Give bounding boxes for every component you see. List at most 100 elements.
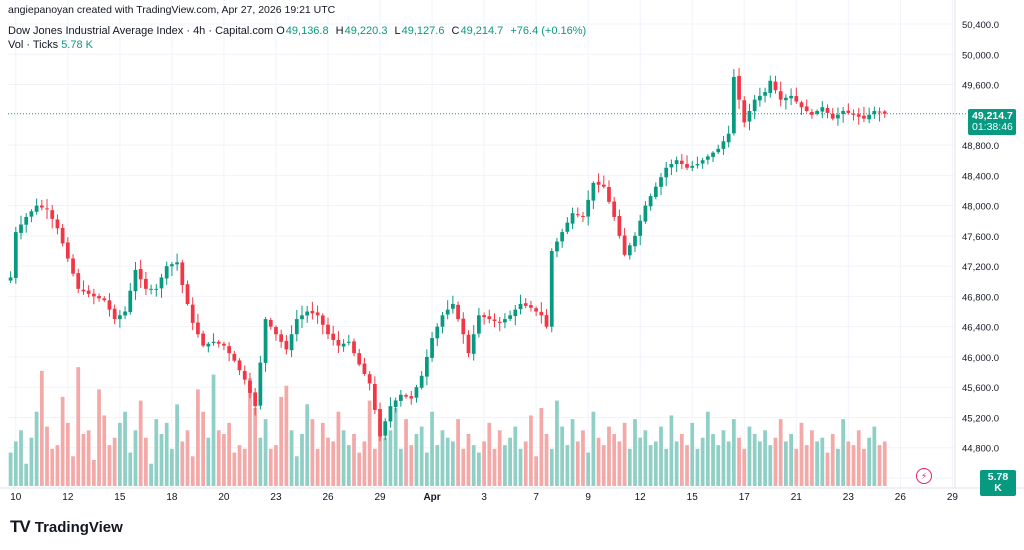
candle-body	[830, 113, 835, 119]
volume-bar	[253, 408, 258, 486]
flash-icon[interactable]: ⚡	[916, 468, 932, 484]
time-tick: 12	[62, 492, 74, 503]
candle-body	[784, 97, 788, 101]
candle-body	[190, 304, 195, 323]
volume-bar	[591, 411, 596, 486]
volume-bar	[674, 441, 679, 486]
candle-body	[372, 383, 377, 410]
last-price-value: 49,214.7	[972, 110, 1013, 122]
candle-body	[596, 181, 601, 185]
tradingview-logo[interactable]: TV TradingView	[10, 517, 123, 537]
bar-countdown: 01:38:46	[972, 121, 1013, 133]
volume-bar	[180, 441, 185, 486]
time-tick: 21	[791, 492, 803, 503]
volume-bar	[367, 400, 372, 486]
candle-body	[851, 113, 856, 115]
candle-body	[232, 353, 237, 361]
volume-bar	[627, 448, 632, 486]
candle-body	[248, 380, 252, 393]
volume-legend: Vol · Ticks 5.78 K	[8, 39, 93, 51]
candle-body	[424, 356, 429, 377]
candle-body	[216, 341, 221, 344]
candle-body	[258, 362, 263, 406]
candle-body	[398, 394, 403, 401]
volume-bar	[633, 419, 637, 486]
volume-bar	[482, 441, 486, 486]
candle-body	[227, 346, 232, 354]
price-tick: 46,000.0	[962, 353, 999, 364]
candle-body	[773, 81, 778, 91]
volume-bar	[607, 426, 611, 486]
time-tick: 17	[739, 492, 751, 503]
volume-bar	[71, 456, 75, 486]
candle-body	[294, 319, 299, 335]
candle-body	[326, 324, 330, 335]
volume-bar	[305, 404, 310, 486]
candle-body	[716, 148, 721, 153]
volume-bar	[164, 422, 169, 486]
volume-bar	[138, 400, 143, 486]
candle-body	[685, 164, 689, 168]
candle-body	[315, 312, 320, 316]
candle-body	[39, 205, 44, 208]
volume-bar	[586, 452, 591, 486]
volume-bar	[747, 426, 752, 486]
time-tick: 18	[166, 492, 178, 503]
time-tick: 20	[218, 492, 230, 503]
candle-body	[409, 396, 414, 399]
candle-body	[45, 208, 49, 210]
volume-bar	[29, 437, 34, 486]
volume-value: 5.78 K	[61, 39, 93, 51]
symbol-legend: Dow Jones Industrial Average Index · 4h …	[8, 25, 586, 37]
volume-bar	[700, 437, 705, 486]
candle-body	[445, 309, 450, 315]
volume-bar	[362, 441, 367, 486]
candle-body	[862, 115, 866, 119]
volume-bar	[742, 448, 747, 486]
volume-bar	[815, 441, 819, 486]
candle-body	[659, 177, 663, 187]
candle-body	[539, 311, 544, 316]
candle-body	[357, 353, 362, 365]
volume-bar	[424, 452, 429, 486]
candle-body	[196, 322, 200, 335]
volume-bar	[263, 419, 268, 486]
volume-bar	[549, 448, 554, 486]
volume-label[interactable]: Vol · Ticks	[8, 39, 59, 51]
volume-bar	[211, 374, 216, 486]
candle-body	[13, 232, 18, 279]
candle-body	[19, 224, 23, 233]
candle-body	[711, 152, 715, 157]
candlesticks	[8, 67, 887, 442]
candle-body	[836, 114, 840, 119]
candle-body	[320, 315, 325, 325]
candle-body	[341, 343, 346, 347]
volume-bar	[664, 448, 669, 486]
volume-bar	[19, 430, 23, 486]
candle-body	[367, 374, 372, 384]
volume-bar	[695, 448, 700, 486]
candle-body	[383, 421, 388, 436]
candle-body	[872, 111, 877, 115]
volume-bar	[529, 415, 533, 486]
candle-body	[138, 268, 143, 280]
candle-body	[112, 308, 117, 320]
volume-bar	[216, 430, 221, 486]
candle-body	[133, 269, 138, 292]
candle-body	[555, 241, 559, 252]
candle-body	[419, 375, 424, 388]
candle-body	[810, 112, 814, 115]
volume-bar	[456, 419, 460, 486]
candle-body	[149, 288, 153, 290]
volume-bar	[799, 422, 804, 486]
candle-body	[737, 76, 741, 100]
volume-bar	[112, 437, 117, 486]
time-tick: 29	[374, 492, 386, 503]
volume-bar	[175, 404, 179, 486]
candle-body	[534, 308, 539, 312]
candle-body	[388, 406, 393, 422]
symbol-title[interactable]: Dow Jones Industrial Average Index · 4h …	[8, 25, 274, 37]
volume-bar	[685, 445, 689, 486]
open-value: 49,136.8	[285, 25, 329, 37]
